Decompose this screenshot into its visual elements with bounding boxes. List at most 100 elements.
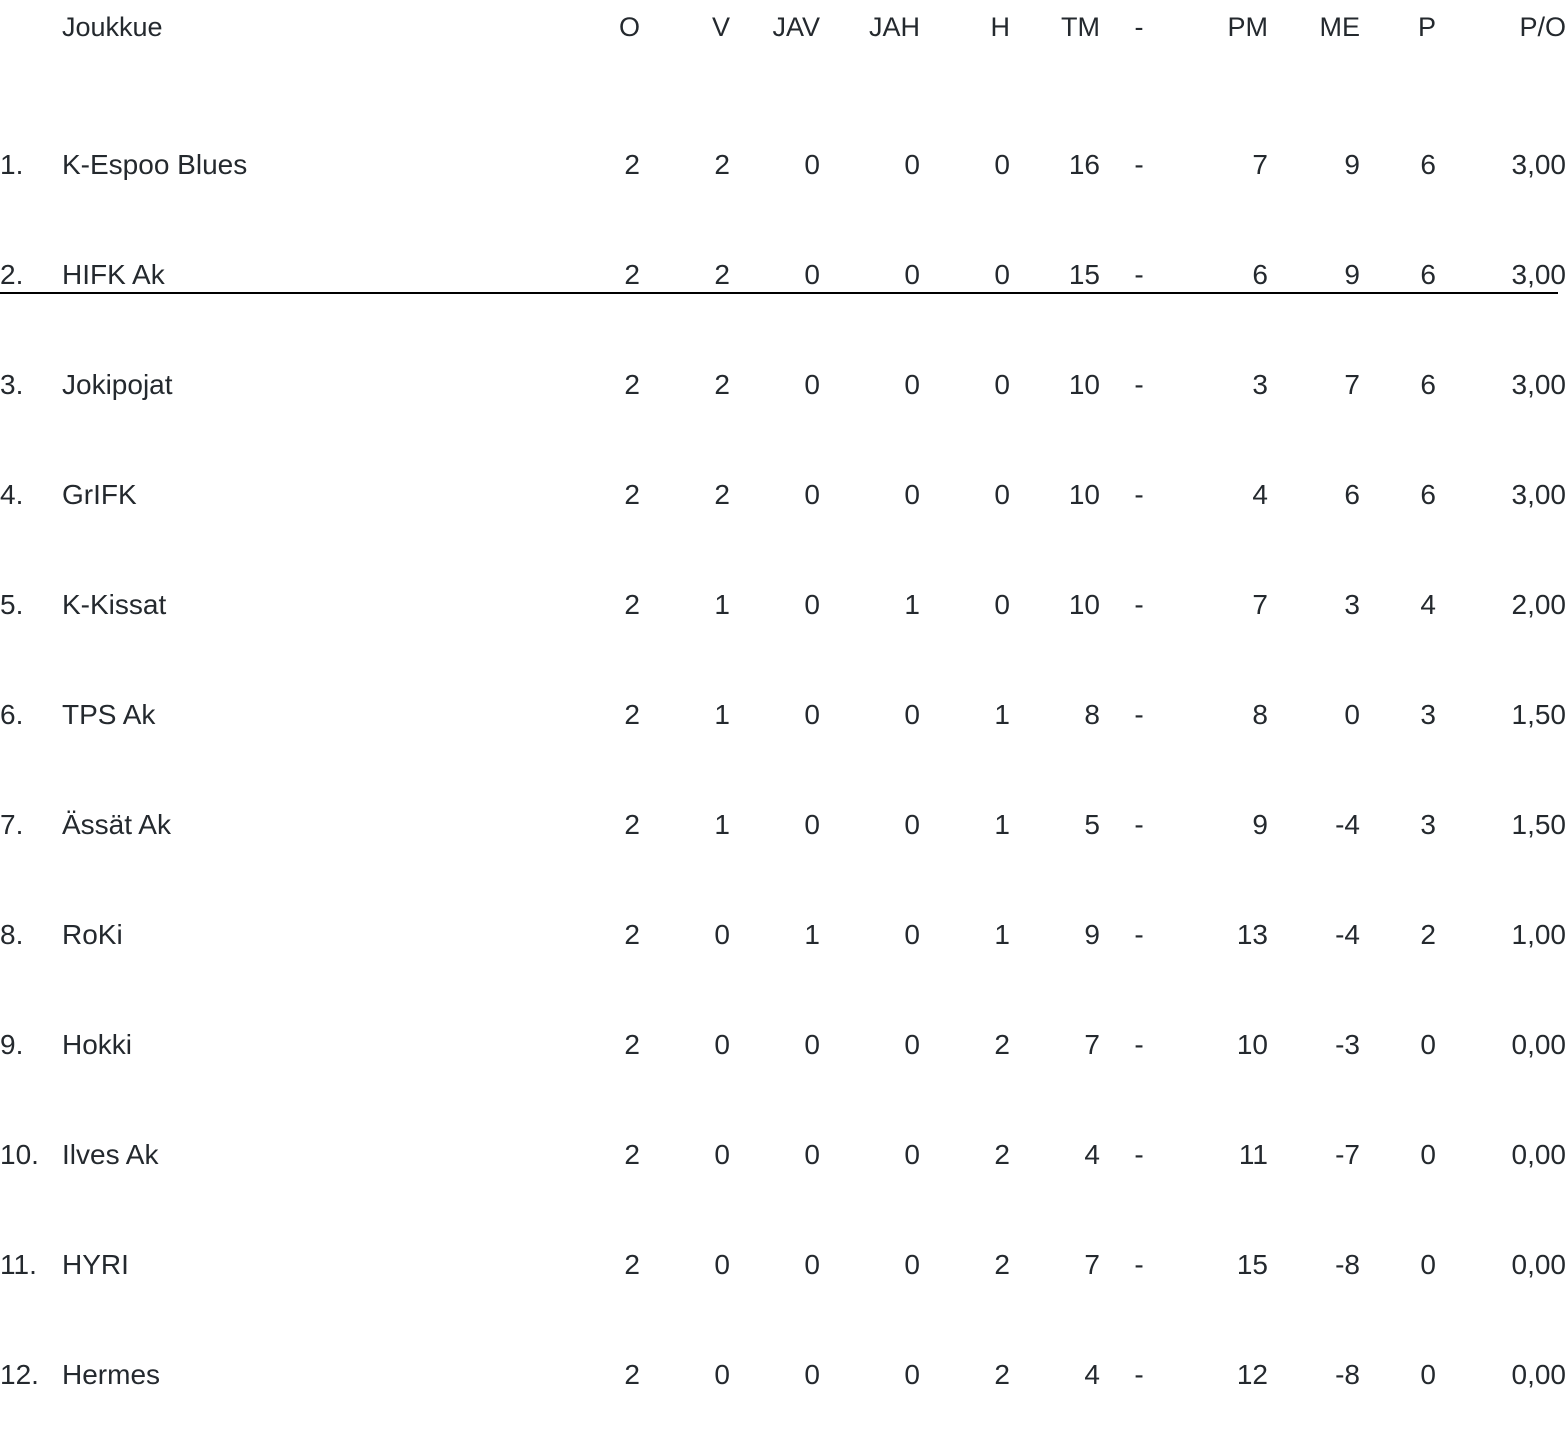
team-name-cell[interactable]: HIFK Ak [62,259,165,290]
goals-against-cell: 10 [1236,1029,1268,1060]
goal-difference-cell: 0 [1344,699,1360,730]
team-name-cell[interactable]: K-Kissat [62,589,167,620]
losses-cell: 2 [994,1139,1010,1170]
points-cell: 3 [1420,809,1436,840]
points-cell: 6 [1420,259,1436,290]
wins-cell: 2 [714,369,730,400]
team-name-cell[interactable]: Jokipojat [62,369,173,400]
table-row[interactable]: 10. Ilves Ak 2 0 0 0 2 4 - 11 -7 0 0,00 [0,1100,1566,1210]
table-row[interactable]: 4. GrIFK 2 2 0 0 0 10 - 4 6 6 3,00 [0,440,1566,550]
header-spacer-row [0,56,1566,110]
dash-separator-cell: - [1134,259,1144,290]
column-header-overtime-losses[interactable]: JAH [868,11,920,42]
team-name-cell[interactable]: GrIFK [62,479,137,510]
column-header-wins[interactable]: V [711,11,730,42]
points-per-game-cell: 3,00 [1511,479,1566,510]
goals-against-cell: 13 [1236,919,1268,950]
goals-against-cell: 7 [1252,149,1268,180]
column-header-losses[interactable]: H [990,11,1011,42]
column-header-overtime-wins[interactable]: JAV [772,11,820,42]
table-row[interactable]: 8. RoKi 2 0 1 0 1 9 - 13 -4 2 1,00 [0,880,1566,990]
table-row[interactable]: 2. HIFK Ak 2 2 0 0 0 15 - 6 9 6 3,00 [0,220,1566,330]
team-name-cell[interactable]: RoKi [62,919,123,950]
points-cell: 0 [1420,1249,1436,1280]
goal-difference-cell: 7 [1344,369,1360,400]
dash-separator-cell: - [1134,699,1144,730]
column-header-games-played[interactable]: O [618,11,640,42]
table-row[interactable]: 6. TPS Ak 2 1 0 0 1 8 - 8 0 3 1,50 [0,660,1566,770]
rank-cell: 1. [0,149,24,180]
goals-against-cell: 15 [1236,1249,1268,1280]
column-header-points[interactable]: P [1417,11,1436,42]
games-played-cell: 2 [624,809,640,840]
team-name-cell[interactable]: HYRI [62,1249,129,1280]
column-header-goal-difference[interactable]: ME [1319,11,1361,42]
rank-cell: 7. [0,809,24,840]
points-per-game-cell: 1,50 [1511,699,1566,730]
goal-difference-cell: 9 [1344,259,1360,290]
column-header-rank[interactable] [0,0,62,56]
points-per-game-cell: 3,00 [1511,149,1566,180]
column-header-goals-for[interactable]: TM [1061,11,1100,42]
points-per-game-cell: 3,00 [1511,259,1566,290]
column-header-goals-against[interactable]: PM [1227,11,1269,42]
overtime-wins-cell: 0 [804,1029,820,1060]
team-name-cell[interactable]: Ässät Ak [62,809,171,840]
table-row[interactable]: 3. Jokipojat 2 2 0 0 0 10 - 3 7 6 3,00 [0,330,1566,440]
losses-cell: 1 [994,809,1010,840]
table-row[interactable]: 5. K-Kissat 2 1 0 1 0 10 - 7 3 4 2,00 [0,550,1566,660]
team-name-cell[interactable]: Ilves Ak [62,1139,159,1170]
overtime-losses-cell: 0 [904,809,920,840]
goal-difference-cell: -4 [1335,919,1360,950]
points-per-game-cell: 1,00 [1511,919,1566,950]
overtime-wins-cell: 0 [804,259,820,290]
goals-for-cell: 10 [1068,589,1100,620]
table-row[interactable]: 1. K-Espoo Blues 2 2 0 0 0 16 - 7 9 6 3,… [0,110,1566,220]
goals-for-cell: 16 [1068,149,1100,180]
league-standings-table: Joukkue O V JAV JAH H TM - PM ME P P/O 1… [0,0,1566,1389]
dash-separator-cell: - [1134,369,1144,400]
games-played-cell: 2 [624,1249,640,1280]
team-name-cell[interactable]: K-Espoo Blues [62,149,248,180]
points-per-game-cell: 0,00 [1511,1249,1566,1280]
team-name-cell[interactable]: Hokki [62,1029,133,1060]
wins-cell: 1 [714,699,730,730]
wins-cell: 0 [714,1249,730,1280]
goals-for-cell: 9 [1084,919,1100,950]
goal-difference-cell: 6 [1344,479,1360,510]
overtime-wins-cell: 0 [804,1139,820,1170]
header-spacer [0,56,1566,110]
overtime-wins-cell: 0 [804,809,820,840]
points-cell: 6 [1420,369,1436,400]
goals-against-cell: 12 [1236,1359,1268,1390]
column-header-team[interactable]: Joukkue [62,11,163,42]
rank-cell: 2. [0,259,24,290]
wins-cell: 2 [714,259,730,290]
team-name-cell[interactable]: Hermes [62,1359,161,1390]
table-row[interactable]: 9. Hokki 2 0 0 0 2 7 - 10 -3 0 0,00 [0,990,1566,1100]
overtime-wins-cell: 0 [804,589,820,620]
losses-cell: 0 [994,589,1010,620]
goals-for-cell: 10 [1068,369,1100,400]
overtime-wins-cell: 0 [804,1249,820,1280]
goal-difference-cell: -8 [1335,1359,1360,1390]
table-row[interactable]: 11. HYRI 2 0 0 0 2 7 - 15 -8 0 0,00 [0,1210,1566,1320]
team-name-cell[interactable]: TPS Ak [62,699,156,730]
column-header-points-per-game[interactable]: P/O [1519,11,1566,42]
table-row[interactable]: 7. Ässät Ak 2 1 0 0 1 5 - 9 -4 3 1,50 [0,770,1566,880]
points-per-game-cell: 0,00 [1511,1139,1566,1170]
header-row: Joukkue O V JAV JAH H TM - PM ME P P/O [0,0,1566,56]
promotion-cutoff-divider [0,292,1558,294]
overtime-wins-cell: 0 [804,699,820,730]
dash-separator-cell: - [1134,589,1144,620]
overtime-losses-cell: 0 [904,1249,920,1280]
points-per-game-cell: 0,00 [1511,1359,1566,1390]
losses-cell: 0 [994,479,1010,510]
games-played-cell: 2 [624,589,640,620]
overtime-wins-cell: 1 [804,919,820,950]
points-per-game-cell: 3,00 [1511,369,1566,400]
points-per-game-cell: 2,00 [1511,589,1566,620]
losses-cell: 0 [994,369,1010,400]
overtime-losses-cell: 0 [904,1139,920,1170]
table-row[interactable]: 12. Hermes 2 0 0 0 2 4 - 12 -8 0 0,00 [0,1320,1566,1430]
